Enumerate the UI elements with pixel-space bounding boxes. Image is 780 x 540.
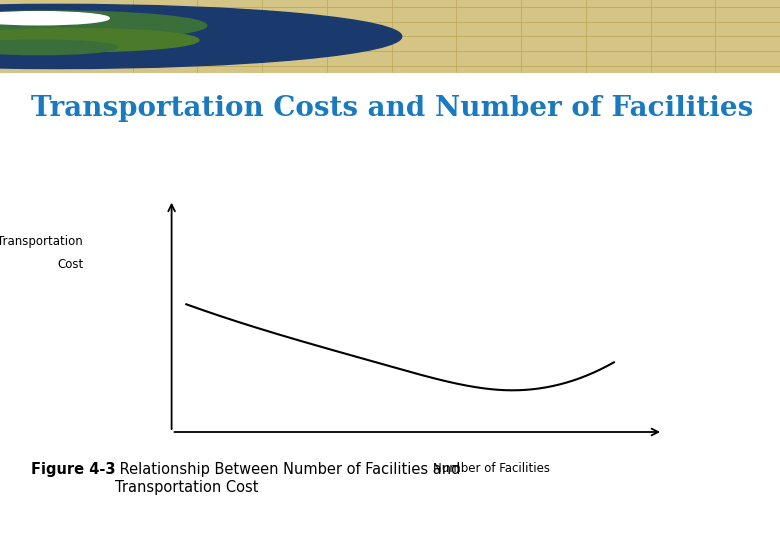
Text: Transportation Costs and Number of Facilities: Transportation Costs and Number of Facil… xyxy=(31,94,753,122)
Circle shape xyxy=(0,4,402,69)
Text: Figure 4-3: Figure 4-3 xyxy=(31,462,115,477)
Text: Cost: Cost xyxy=(57,258,83,271)
Text: Transportation: Transportation xyxy=(0,235,83,248)
Text: Number of Facilities: Number of Facilities xyxy=(432,462,549,475)
Circle shape xyxy=(0,29,199,52)
Circle shape xyxy=(0,11,207,40)
Circle shape xyxy=(0,12,109,25)
Circle shape xyxy=(0,40,117,55)
Text: Relationship Between Number of Facilities and
Transportation Cost: Relationship Between Number of Facilitie… xyxy=(115,462,461,495)
